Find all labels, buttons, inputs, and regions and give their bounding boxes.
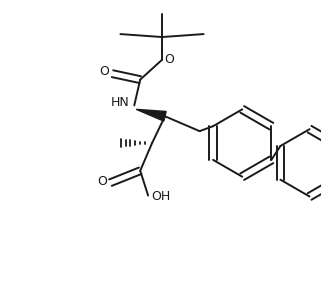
Text: HN: HN (111, 96, 130, 109)
Text: OH: OH (151, 190, 171, 203)
Polygon shape (136, 109, 166, 121)
Text: O: O (98, 175, 108, 188)
Text: O: O (99, 65, 109, 78)
Text: O: O (164, 53, 174, 66)
